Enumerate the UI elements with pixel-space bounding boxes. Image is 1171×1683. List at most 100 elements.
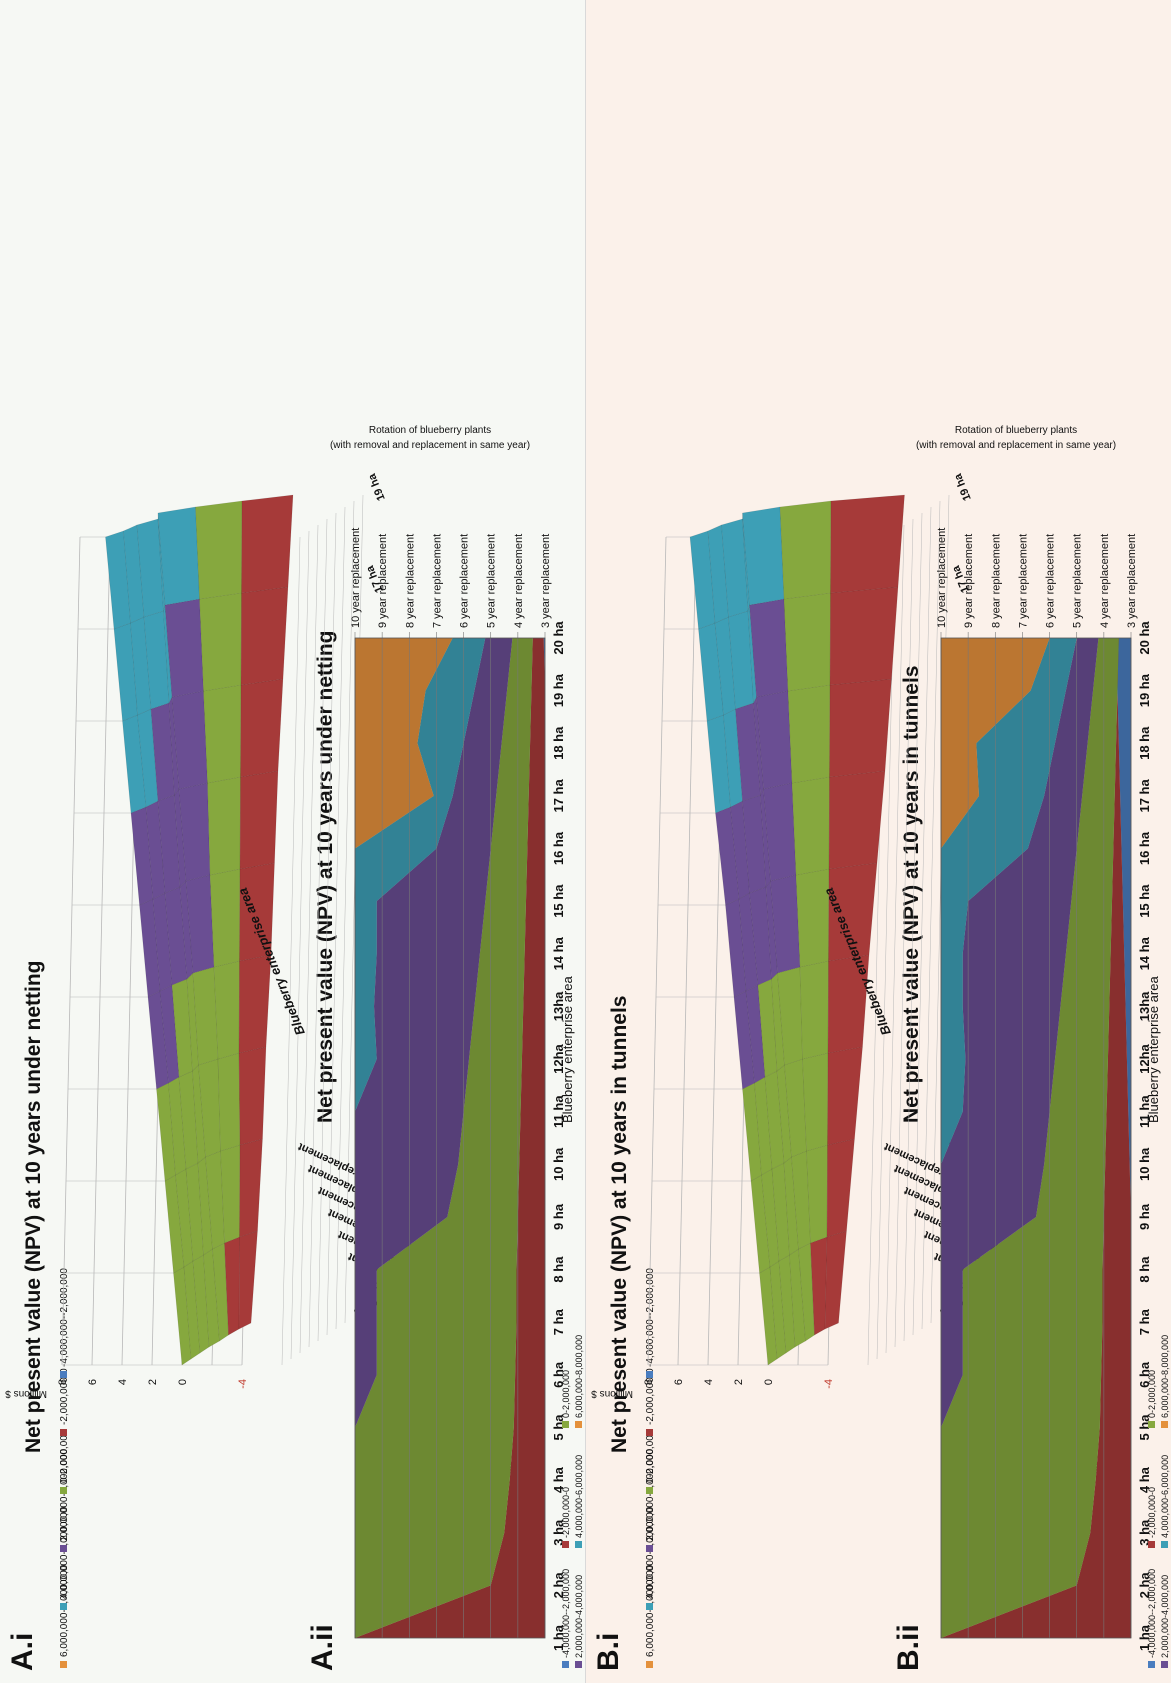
surface-cell: [742, 506, 785, 606]
legend-label: -2,000,000-0: [59, 1368, 70, 1425]
contour-band: [941, 638, 1050, 1638]
legend-label: -2,000,000-0: [645, 1368, 656, 1425]
surface-cell: [787, 684, 831, 784]
z-tick-label: 4: [117, 1379, 129, 1385]
plot-frame: [354, 637, 546, 1639]
y-axis-tick-label: 10 year replacement: [936, 528, 948, 628]
contour-band: [355, 638, 513, 1638]
floor-gridline: [930, 494, 950, 1324]
x-axis-tick-label: 18 ha: [551, 726, 566, 760]
half-a-group: A.i Net present value (NPV) at 10 years u…: [5, 425, 584, 1671]
legend-swatch: [562, 1421, 569, 1428]
legend-swatch: [1161, 1421, 1168, 1428]
z-axis-unit: Millions $: [591, 1388, 633, 1399]
legend-swatch: [60, 1371, 67, 1378]
legend-label: 0-2,000,000: [59, 1429, 70, 1483]
x-axis-tick-label: 17 ha: [1137, 779, 1152, 813]
y-axis-tick-label: 7 year replacement: [431, 534, 443, 628]
y-axis-tick-label: 4 year replacement: [513, 534, 525, 628]
z-tick-label: 2: [147, 1379, 159, 1385]
legend-label: 2,000,000-4,000,000: [59, 1448, 70, 1541]
legend-swatch: [646, 1603, 653, 1610]
legend-label: 6,000,000-8,000,000: [574, 1335, 584, 1418]
panel-tag: B.i: [592, 1633, 625, 1671]
legend-swatch: [575, 1421, 582, 1428]
surface-cell: [829, 586, 899, 686]
panel-title: Net present value (NPV) at 10 years in t…: [900, 666, 923, 1124]
surface-cell: [707, 524, 729, 624]
legend-swatch: [60, 1429, 67, 1436]
z-tick-label: 6: [673, 1379, 685, 1385]
surface-cell: [195, 500, 243, 600]
legend-swatch: [1148, 1421, 1155, 1428]
x-axis-tick-label: 9 ha: [1137, 1203, 1152, 1230]
y-axis-tick-label: 8 year replacement: [990, 534, 1002, 628]
contour-band: [941, 638, 1099, 1638]
x-axis-tick-label: 11 ha: [1137, 1095, 1152, 1128]
floor-gridline: [903, 512, 923, 1342]
surface-cell: [238, 1046, 267, 1146]
x-axis-tick-label: 7 ha: [551, 1308, 566, 1335]
y-axis-tick-label: 4 year replacement: [1099, 534, 1111, 628]
x-axis-tick-label: 3 ha: [551, 1519, 566, 1546]
x-axis-tick-label: 19 ha: [366, 471, 388, 502]
x-axis-title: Blueberry enterprise area: [560, 976, 575, 1123]
x-axis-tick-label: 15 ha: [1137, 884, 1152, 918]
panel-title: Net present value (NPV) at 10 years unde…: [314, 631, 337, 1123]
floor-gridline: [885, 524, 905, 1354]
contour-fill: [355, 638, 545, 1638]
y-axis-tick-label: 6 year replacement: [459, 534, 471, 628]
floor-gridline: [894, 518, 914, 1348]
surface-cell: [828, 770, 886, 870]
legend-label: 4,000,000-6,000,000: [1160, 1455, 1170, 1538]
x-axis-tick-label: 10 ha: [551, 1147, 566, 1181]
surface-cell: [207, 776, 241, 876]
floor-gridline: [912, 506, 932, 1336]
legend-swatch: [646, 1429, 653, 1436]
chart-3d-surface: [689, 494, 905, 1366]
y-axis-tick-label: 8 year replacement: [404, 534, 416, 628]
surface-cell: [203, 684, 242, 784]
x-axis-tick-label: 19 ha: [551, 673, 566, 707]
chart-3d-surface: [105, 494, 294, 1366]
surface-cell: [240, 586, 289, 686]
half-b-group: B.i Net present value (NPV) at 10 years i…: [591, 425, 1170, 1671]
legend-label: 4,000,000-6,000,000: [574, 1455, 584, 1538]
x-axis-tick-label: 1 ha: [1137, 1624, 1152, 1651]
legend-label: -4,000,000--2,000,000: [561, 1569, 571, 1658]
gridline: [647, 536, 667, 1366]
x-axis-tick-label: 15 ha: [551, 884, 566, 918]
z-axis-unit: Millions $: [5, 1388, 47, 1399]
legend-label: -2,000,000-0: [561, 1487, 571, 1538]
x-axis-tick-label: 6 ha: [1137, 1361, 1152, 1388]
y-axis-tick-label: 5 year replacement: [486, 534, 498, 628]
z-tick-label: -4: [823, 1379, 835, 1389]
surface-cell: [209, 868, 241, 968]
z-tick-label: 6: [87, 1379, 99, 1385]
legend-swatch: [646, 1661, 653, 1668]
z-tick-label: 0: [177, 1379, 189, 1385]
surface-cell: [742, 512, 750, 612]
surface-cell: [239, 1138, 263, 1238]
x-axis-tick-label: 16 ha: [551, 831, 566, 865]
legend-label: -4,000,000--2,000,000: [645, 1268, 656, 1367]
x-axis-title: Blueberry enterprise area: [1146, 976, 1161, 1123]
legend-label: 2,000,000-4,000,000: [645, 1448, 656, 1541]
floor-gridline: [921, 500, 941, 1330]
surface-cell: [123, 524, 145, 624]
surface-cell: [826, 1138, 855, 1238]
z-tick-label: -4: [237, 1379, 249, 1389]
x-axis-tick-label: 7 ha: [1137, 1308, 1152, 1335]
surface-cell: [157, 506, 200, 606]
gridline: [61, 536, 81, 1366]
legend-swatch: [60, 1487, 67, 1494]
x-axis-tick-label: 18 ha: [1137, 726, 1152, 760]
legend-label: 6,000,000-8,000,000: [645, 1564, 656, 1657]
contour-shade: [355, 638, 545, 1638]
surface-cell: [830, 494, 905, 594]
x-axis-tick-label: 16 ha: [1137, 831, 1152, 865]
surface-cell: [779, 500, 832, 600]
x-axis-tick-label: 8 ha: [551, 1256, 566, 1283]
x-axis-tick-label: 4 ha: [551, 1466, 566, 1493]
